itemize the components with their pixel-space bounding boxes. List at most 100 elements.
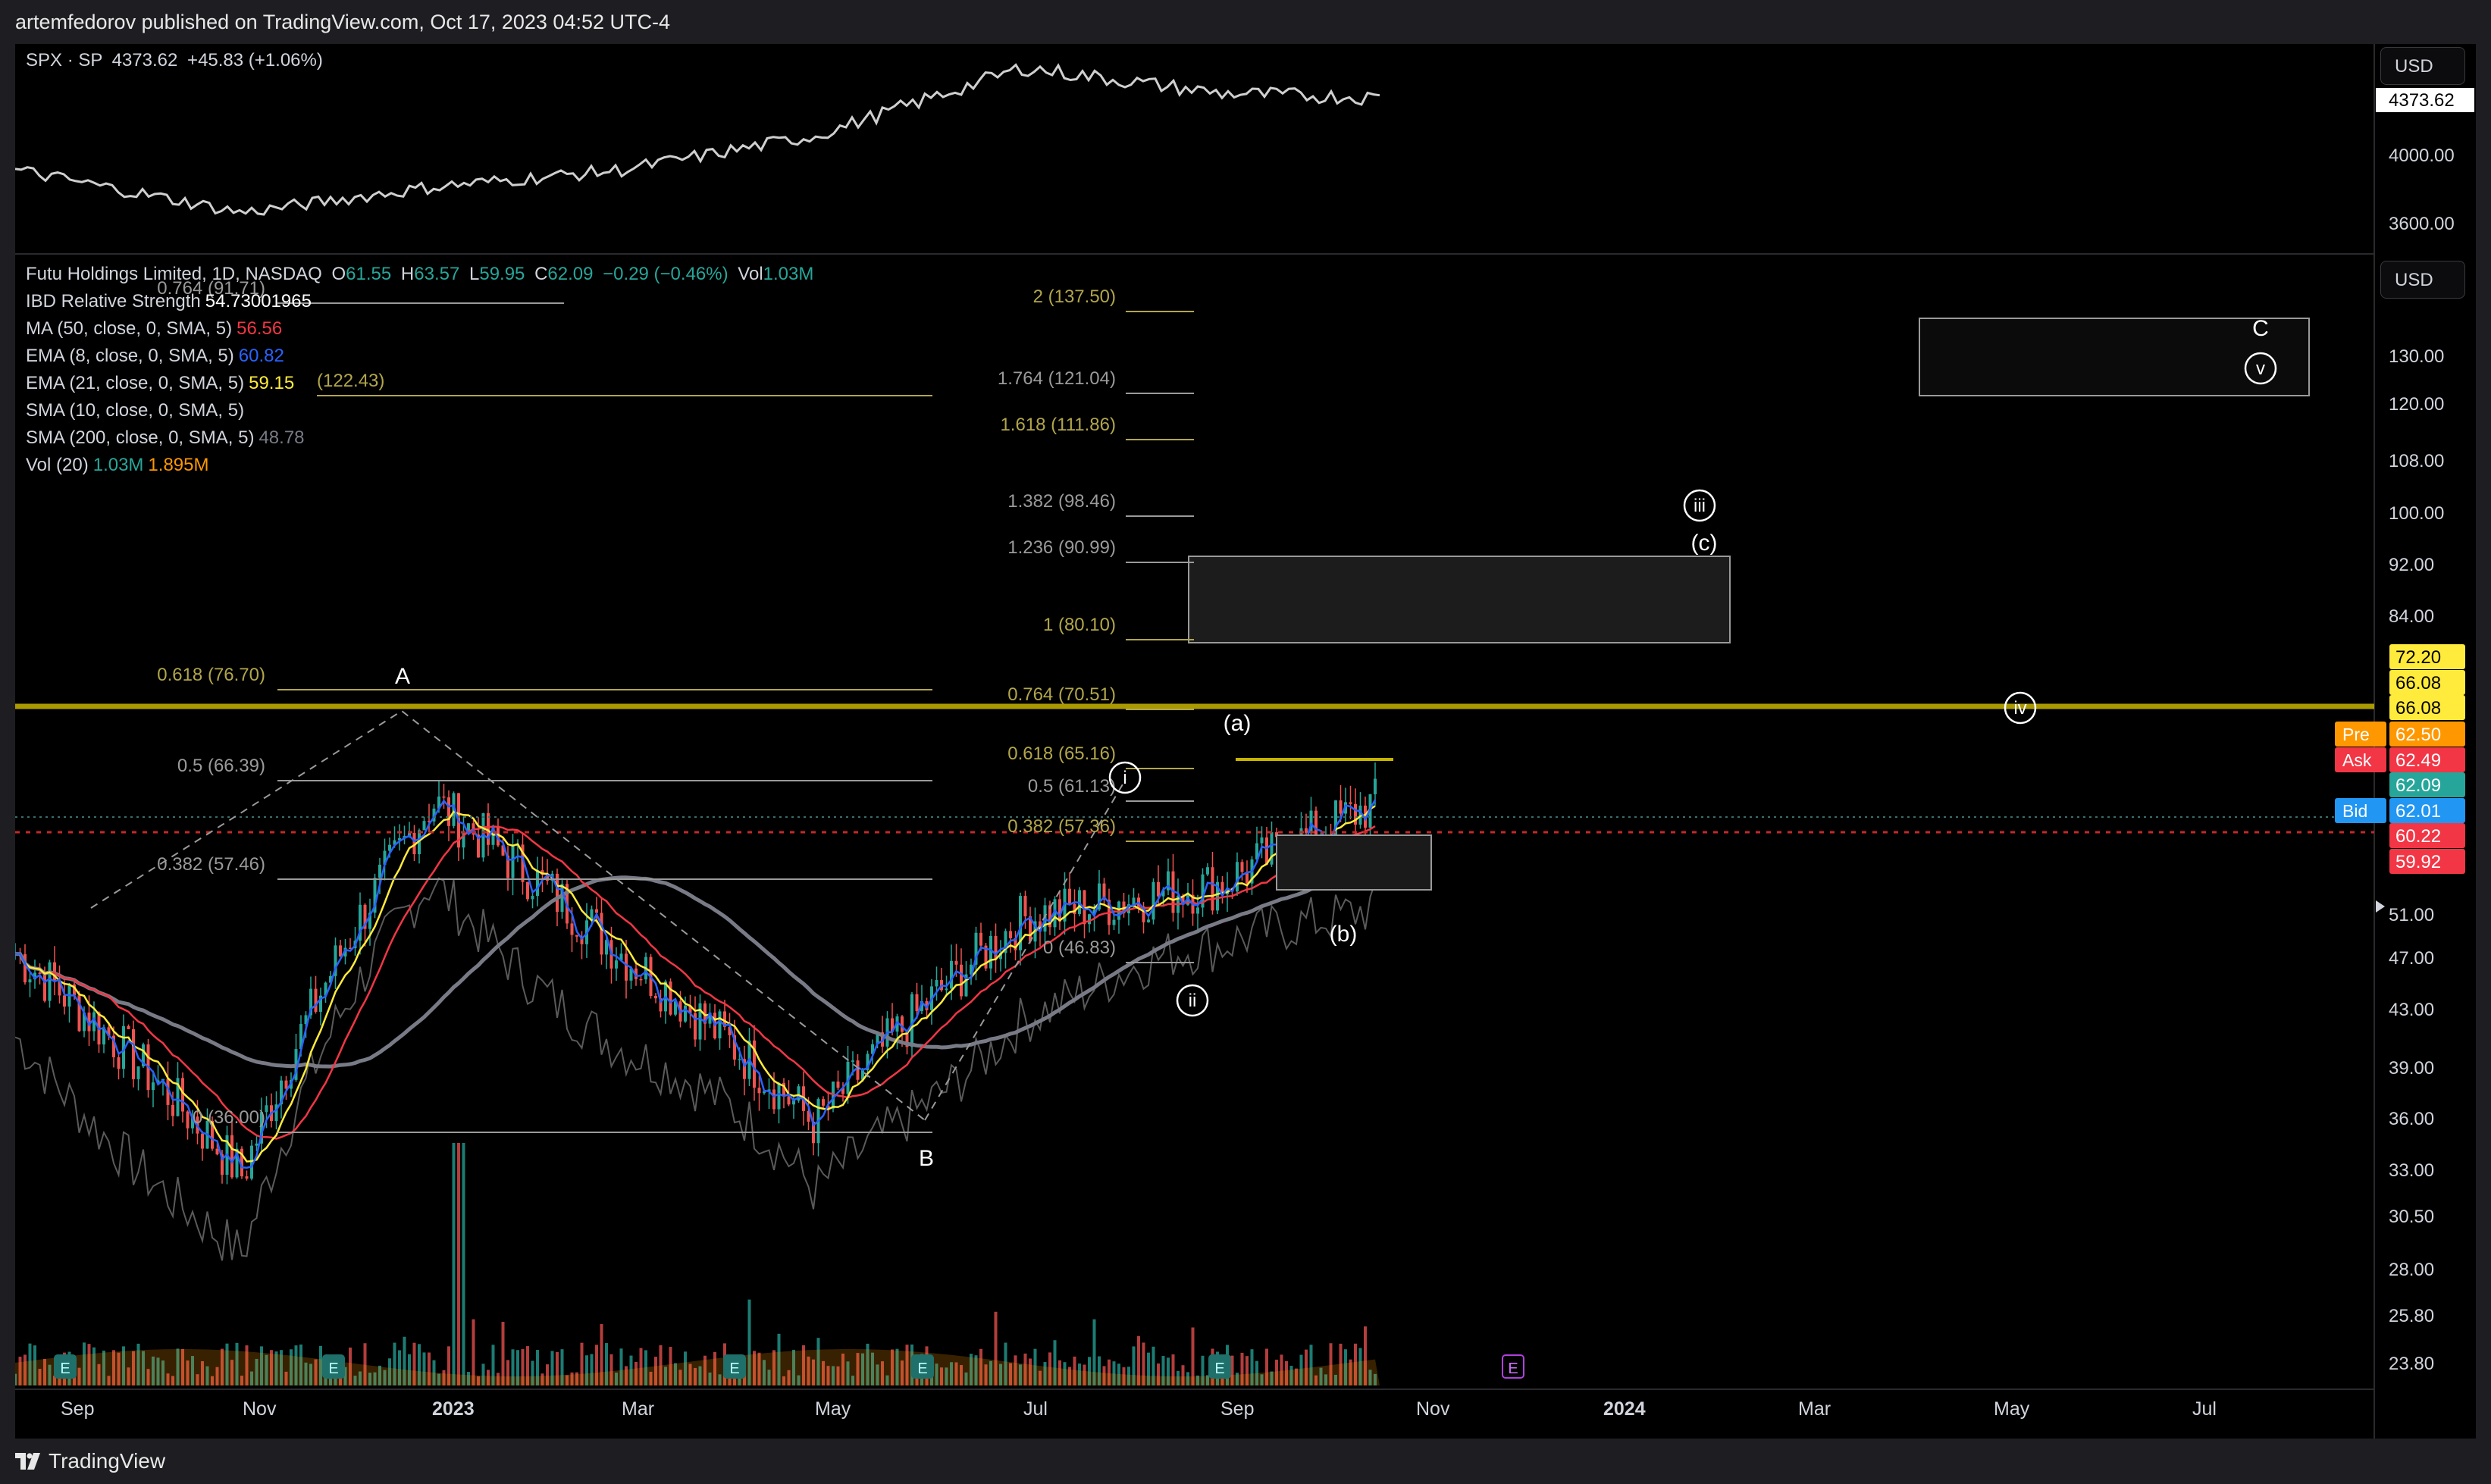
volume-bar bbox=[970, 1354, 973, 1385]
volume-bar bbox=[274, 1351, 278, 1385]
candle-body bbox=[688, 1005, 692, 1013]
target-zone-box[interactable] bbox=[1188, 556, 1731, 643]
volume-bar bbox=[669, 1347, 672, 1385]
volume-bar bbox=[1319, 1367, 1323, 1385]
indicator-row[interactable]: MA (50, close, 0, SMA, 5) 56.56 bbox=[26, 315, 813, 343]
fib-trend-line[interactable] bbox=[90, 709, 926, 1121]
earnings-icon[interactable] bbox=[911, 1354, 934, 1379]
volume-bar bbox=[270, 1350, 273, 1385]
volume-bar bbox=[782, 1376, 785, 1385]
volume-bar bbox=[792, 1349, 795, 1385]
tradingview-logo[interactable]: TradingView bbox=[15, 1449, 165, 1473]
wave-label-A[interactable]: A bbox=[395, 664, 410, 689]
fib-left-label: 0.764 (91.71) bbox=[157, 278, 265, 299]
indicator-row[interactable]: SMA (200, close, 0, SMA, 5) 48.78 bbox=[26, 424, 813, 452]
candle-body bbox=[891, 1018, 894, 1032]
candle-body bbox=[1029, 916, 1032, 942]
volume-bar bbox=[87, 1344, 91, 1385]
wave-label-b[interactable]: (b) bbox=[1330, 922, 1358, 947]
earnings-icon[interactable] bbox=[1208, 1354, 1231, 1379]
ema-8-line[interactable] bbox=[15, 799, 1377, 1169]
candle-body bbox=[1102, 883, 1106, 900]
candle-body bbox=[1039, 921, 1042, 932]
spx-price-line[interactable] bbox=[15, 63, 1380, 216]
ohlc-h-label: H bbox=[400, 264, 415, 284]
volume-bar bbox=[1324, 1374, 1327, 1385]
spx-currency-button[interactable]: USD bbox=[2380, 47, 2465, 85]
price-axis-label: 100.00 bbox=[2389, 503, 2444, 524]
indicator-row[interactable]: EMA (21, close, 0, SMA, 5) 59.15 bbox=[26, 370, 813, 397]
wave-circle-iv[interactable] bbox=[2004, 691, 2037, 725]
sma-200-line[interactable] bbox=[15, 866, 1376, 1069]
volume-bar bbox=[1250, 1349, 1254, 1385]
candle-body bbox=[378, 864, 381, 878]
earnings-icon[interactable] bbox=[54, 1354, 77, 1379]
fibonacci-levels: 0.764 (91.71) 0.618 (76.70) 0.5 (66.39) 0.3… bbox=[157, 278, 1194, 1133]
volume-bar bbox=[945, 1367, 948, 1385]
price-tag-label-box bbox=[2335, 747, 2386, 772]
price-axis[interactable]: 4000.00 3600.00 4373.62 130.00 120.00 108.00 1… bbox=[2335, 88, 2474, 1374]
candle-body bbox=[540, 870, 544, 875]
candle-body bbox=[102, 1027, 105, 1045]
time-axis-label: 2023 bbox=[432, 1398, 475, 1420]
volume-bar bbox=[1289, 1366, 1293, 1385]
candle-body bbox=[575, 935, 578, 937]
candle-body bbox=[964, 974, 968, 997]
time-axis-label: Nov bbox=[1416, 1398, 1450, 1420]
wave-label-c[interactable]: (c) bbox=[1691, 531, 1718, 556]
volume-bar bbox=[1295, 1368, 1298, 1385]
candle-body bbox=[797, 1086, 801, 1101]
ohlc-c-label: C bbox=[534, 264, 548, 284]
candle-body bbox=[580, 936, 584, 944]
candle-body bbox=[1305, 828, 1308, 833]
spx-symbol[interactable]: SPX · SP bbox=[26, 50, 102, 70]
volume-bar bbox=[176, 1348, 180, 1385]
wave-label-B[interactable]: B bbox=[919, 1146, 934, 1171]
candle-body bbox=[491, 826, 495, 845]
wave-label-i: i bbox=[1123, 768, 1126, 788]
ema-21-line[interactable] bbox=[15, 805, 1376, 1163]
volume-bar bbox=[1147, 1352, 1150, 1385]
volume-bar bbox=[891, 1349, 894, 1385]
indicator-row[interactable]: EMA (8, close, 0, SMA, 5) 60.82 bbox=[26, 343, 813, 370]
candle-body bbox=[1092, 909, 1096, 915]
earnings-icon[interactable] bbox=[322, 1354, 345, 1379]
volume-bar bbox=[688, 1363, 692, 1385]
chart-canvas[interactable]: 0.764 (91.71) 0.618 (76.70) 0.5 (66.39) 0.3… bbox=[15, 44, 2476, 1439]
earnings-icon[interactable] bbox=[723, 1354, 746, 1379]
wave-circle-v[interactable] bbox=[2244, 352, 2277, 385]
wave-b-box[interactable] bbox=[1276, 834, 1432, 891]
indicator-row[interactable]: IBD Relative Strength 54.73001965 bbox=[26, 288, 813, 315]
rs-line[interactable] bbox=[15, 877, 1376, 1261]
indicator-list: IBD Relative Strength 54.73001965 MA (50, … bbox=[26, 288, 813, 475]
candle-body bbox=[1088, 914, 1091, 925]
volume-bar bbox=[43, 1359, 46, 1385]
price-tag bbox=[2389, 722, 2465, 747]
wave-label-a[interactable]: (a) bbox=[1224, 711, 1252, 736]
price-tag bbox=[2389, 695, 2465, 720]
candle-body bbox=[117, 1057, 121, 1069]
fib-ext-trend-line[interactable] bbox=[924, 778, 1126, 1121]
main-currency-button[interactable]: USD bbox=[2380, 261, 2465, 299]
volume-bar bbox=[166, 1373, 170, 1385]
chart-area[interactable]: 0.764 (91.71) 0.618 (76.70) 0.5 (66.39) 0.3… bbox=[15, 44, 2476, 1439]
candle-body bbox=[1009, 931, 1012, 938]
indicator-row[interactable]: SMA (10, close, 0, SMA, 5) bbox=[26, 397, 813, 424]
wave-circle-i[interactable] bbox=[1108, 761, 1142, 794]
time-axis[interactable]: Sep Nov 2023 Mar May Jul Sep Nov 2024 Mar May Jul bbox=[61, 1398, 2217, 1420]
fib-ext-label: 1.236 (90.99) bbox=[1007, 537, 1116, 558]
volume-bar bbox=[1334, 1374, 1337, 1385]
time-axis-label: May bbox=[815, 1398, 851, 1420]
price-axis-label: 51.00 bbox=[2389, 905, 2434, 925]
earnings-icon[interactable] bbox=[1502, 1354, 1524, 1379]
indicator-row[interactable]: Vol (20) 1.03M 1.895M bbox=[26, 452, 813, 479]
volume-bar bbox=[1186, 1372, 1189, 1385]
wave-c-target-box[interactable] bbox=[1919, 318, 2310, 396]
ma-50-line[interactable] bbox=[15, 825, 1376, 1140]
volume-bar bbox=[156, 1357, 160, 1385]
wave-label-C[interactable]: C bbox=[2252, 316, 2269, 341]
wave-circle-iii[interactable] bbox=[1683, 489, 1716, 522]
wave-circle-ii[interactable] bbox=[1176, 984, 1209, 1017]
volume-bar bbox=[585, 1355, 588, 1385]
main-title[interactable]: Futu Holdings Limited, 1D, NASDAQ bbox=[26, 264, 322, 284]
